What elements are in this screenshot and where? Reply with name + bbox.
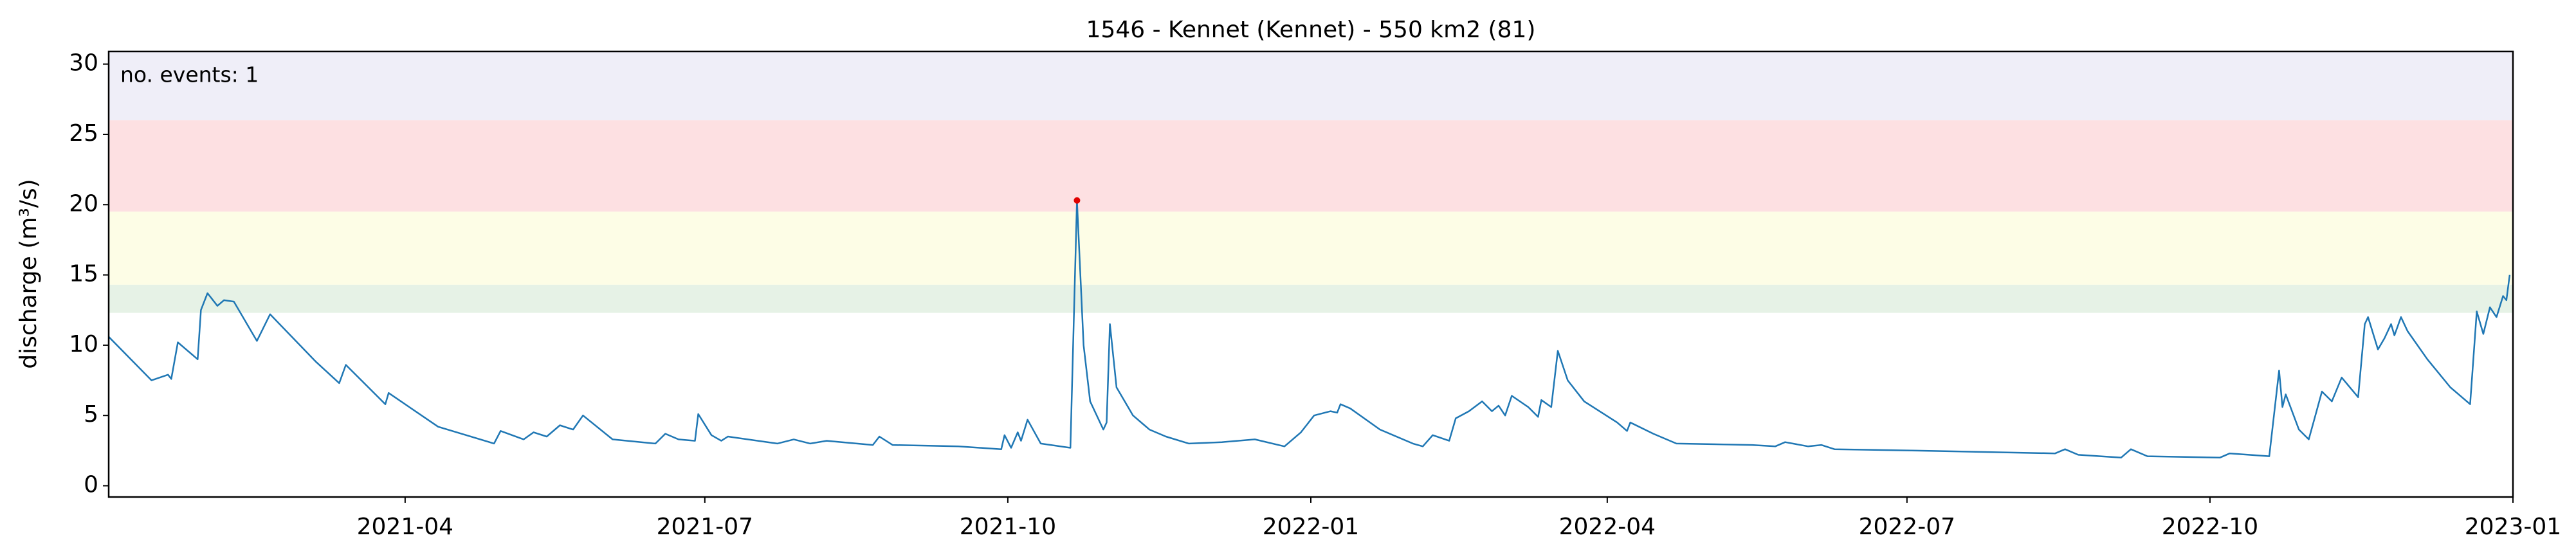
x-tick-label: 2022-10 — [2162, 514, 2258, 540]
y-tick-label: 30 — [69, 50, 98, 77]
y-axis-label: discharge (m³/s) — [15, 179, 42, 368]
y-tick-label: 15 — [69, 261, 98, 287]
x-tick-label: 2021-07 — [657, 514, 753, 540]
y-tick-label: 20 — [69, 190, 98, 217]
x-tick-label: 2022-01 — [1263, 514, 1359, 540]
x-tick-label: 2022-07 — [1859, 514, 1955, 540]
x-tick-label: 2022-04 — [1559, 514, 1656, 540]
y-tick-label: 0 — [84, 472, 98, 498]
y-tick-label: 25 — [69, 120, 98, 147]
threshold-band — [109, 51, 2513, 121]
annotation: no. events: 1 — [120, 62, 259, 87]
bands — [109, 51, 2513, 313]
threshold-band — [109, 212, 2513, 285]
y-tick-label: 10 — [69, 331, 98, 357]
threshold-band — [109, 284, 2513, 313]
y-tick-label: 5 — [84, 401, 98, 428]
x-tick-label: 2023-01 — [2465, 514, 2561, 540]
discharge-line — [109, 199, 2511, 459]
threshold-band — [109, 120, 2513, 212]
event-marker — [1073, 197, 1081, 204]
plot-area — [109, 197, 2511, 459]
chart-title: 1546 - Kennet (Kennet) - 550 km2 (81) — [1086, 17, 1536, 43]
x-tick-label: 2021-10 — [960, 514, 1056, 540]
x-tick-label: 2021-04 — [357, 514, 453, 540]
